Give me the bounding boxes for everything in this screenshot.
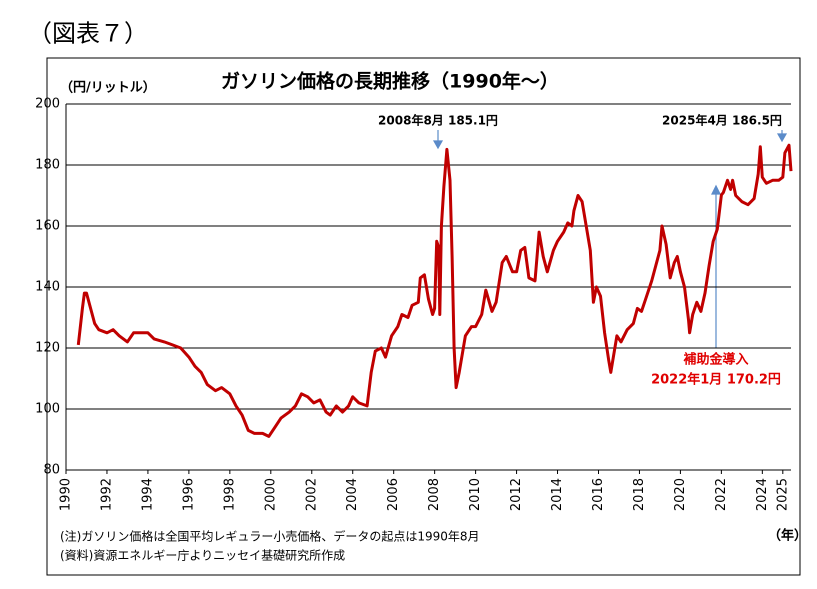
x-tick-label: 2008 xyxy=(427,478,442,511)
x-tick-label: 2018 xyxy=(632,478,647,511)
y-axis-label: （円/リットル） xyxy=(60,80,156,96)
y-tick-label: 160 xyxy=(35,219,60,234)
x-tick-label: 2014 xyxy=(550,478,565,511)
x-tick-label: 1992 xyxy=(99,478,114,511)
chart-title: ガソリン価格の長期推移（1990年～） xyxy=(221,70,559,93)
annotation: 2022年1月 170.2円 xyxy=(651,372,781,388)
x-tick-label: 2022 xyxy=(714,478,729,511)
annotation: 2025年4月 186.5円 xyxy=(662,113,782,128)
header: （図表７） xyxy=(28,20,148,48)
x-tick-label: 2006 xyxy=(386,478,401,511)
annotation: 補助金導入 xyxy=(682,352,748,368)
y-tick-label: 140 xyxy=(35,280,60,295)
price-line xyxy=(76,143,793,438)
x-tick-label: 2016 xyxy=(591,478,606,511)
note: (資料)資源エネルギー庁よりニッセイ基礎研究所作成 xyxy=(60,548,345,563)
y-tick-label: 120 xyxy=(35,341,60,356)
x-tick-label: 1998 xyxy=(222,478,237,511)
x-tick-label: 2002 xyxy=(304,478,319,511)
x-tick-label: 2010 xyxy=(468,478,483,511)
y-tick-label: 80 xyxy=(43,463,60,478)
note: (注)ガソリン価格は全国平均レギュラー小売価格、データの起点は1990年8月 xyxy=(60,529,480,544)
x-tick-label: 2020 xyxy=(673,478,688,511)
x-tick-label: 1994 xyxy=(140,478,155,511)
annotation: 2008年8月 185.1円 xyxy=(378,113,498,128)
frame xyxy=(46,57,801,576)
x-tick-label: 2025 xyxy=(775,478,790,511)
y-tick-label: 180 xyxy=(35,158,60,173)
arrows xyxy=(432,130,788,348)
x-tick-label: 2012 xyxy=(509,478,524,511)
x-axis-label: （年） xyxy=(768,528,807,544)
x-tick-label: 2000 xyxy=(263,478,278,511)
x-tick-label: 2024 xyxy=(755,478,770,511)
y-tick-label: 100 xyxy=(35,402,60,417)
x-tick-label: 2004 xyxy=(345,478,360,511)
x-tick-label: 1990 xyxy=(59,478,74,511)
y-tick-label: 200 xyxy=(35,97,60,112)
x-tick-label: 1996 xyxy=(181,478,196,511)
